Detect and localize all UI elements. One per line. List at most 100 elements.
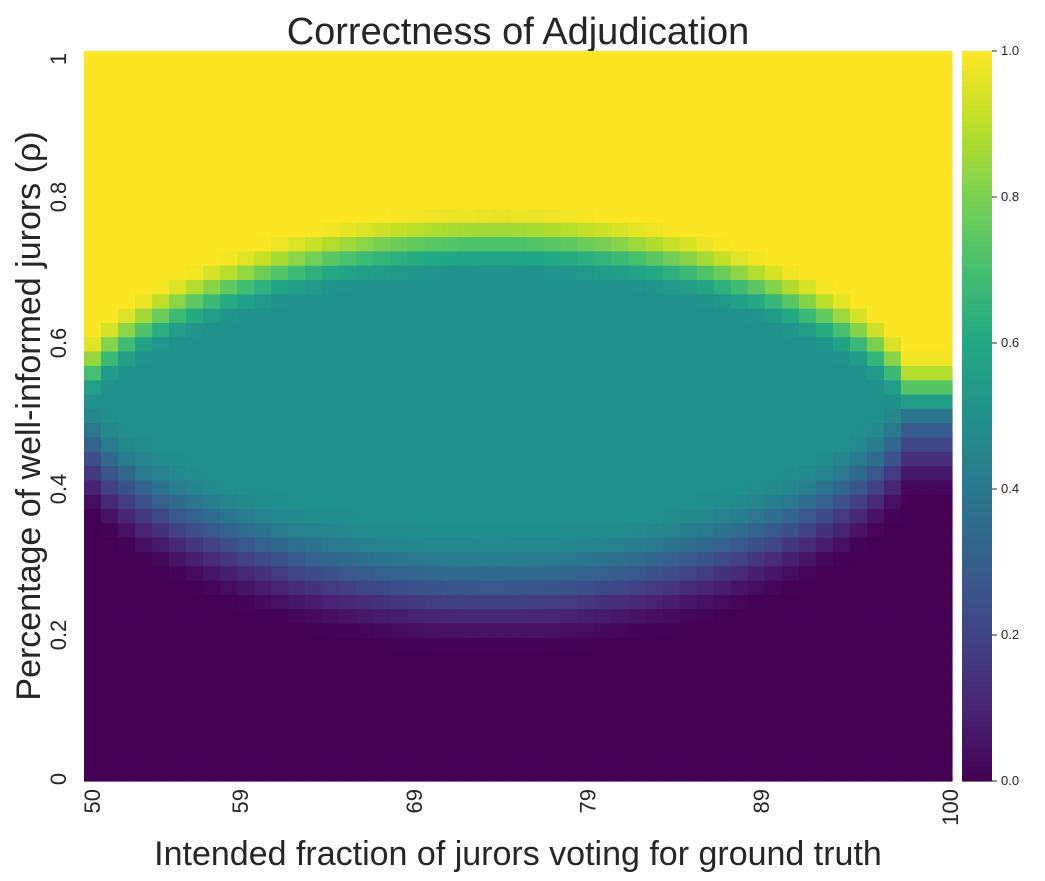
- heatmap-cell: [169, 451, 187, 467]
- heatmap-cell: [220, 280, 238, 295]
- heatmap-cell: [798, 509, 817, 524]
- heatmap-cell: [747, 179, 766, 195]
- heatmap-cell: [118, 65, 136, 81]
- heatmap-cell: [322, 466, 340, 482]
- heatmap-cell: [747, 265, 766, 281]
- heatmap-cell: [322, 709, 340, 725]
- colorbar-segment: [962, 286, 992, 292]
- heatmap-cell: [866, 351, 885, 367]
- heatmap-cell: [101, 51, 119, 66]
- heatmap-cell: [883, 165, 902, 181]
- colorbar-segment: [962, 481, 992, 487]
- heatmap-cell: [441, 523, 460, 539]
- heatmap-cell: [543, 709, 562, 725]
- heatmap-cell: [322, 766, 340, 782]
- heatmap-cell: [84, 738, 102, 753]
- heatmap-cell: [679, 79, 698, 95]
- x-tick-label: 69: [402, 789, 427, 813]
- heatmap-cell: [424, 494, 443, 510]
- heatmap-cell: [611, 509, 630, 524]
- heatmap-cell: [713, 623, 732, 639]
- heatmap-cell: [815, 609, 834, 625]
- heatmap-cell: [577, 451, 596, 467]
- heatmap-cell: [577, 637, 596, 653]
- heatmap-cell: [458, 408, 477, 424]
- heatmap-cell: [764, 251, 783, 267]
- heatmap-cell: [186, 108, 204, 124]
- heatmap-cell: [798, 136, 817, 152]
- heatmap-cell: [356, 151, 374, 167]
- heatmap-cell: [254, 695, 272, 711]
- heatmap-cell: [135, 609, 153, 625]
- heatmap-cell: [373, 108, 391, 124]
- heatmap-cell: [475, 509, 494, 524]
- heatmap-cell: [271, 308, 289, 324]
- heatmap-cell: [900, 208, 919, 224]
- heatmap-cell: [679, 265, 698, 281]
- heatmap-cell: [543, 423, 562, 439]
- colorbar-segment: [962, 761, 992, 767]
- heatmap-cell: [611, 437, 630, 453]
- heatmap-cell: [152, 695, 170, 711]
- heatmap-cell: [424, 365, 443, 381]
- heatmap-cell: [645, 265, 664, 281]
- heatmap-cell: [356, 265, 374, 281]
- heatmap-cell: [84, 122, 102, 138]
- heatmap-cell: [458, 437, 477, 453]
- heatmap-cell: [152, 294, 170, 310]
- heatmap-cell: [339, 680, 357, 696]
- heatmap-cell: [509, 194, 528, 210]
- heatmap-cell: [458, 752, 477, 768]
- colorbar-segment: [962, 326, 992, 332]
- heatmap-cell: [917, 93, 936, 109]
- heatmap-cell: [373, 179, 391, 195]
- heatmap-cell: [135, 308, 153, 324]
- heatmap-cell: [407, 523, 425, 539]
- heatmap-cell: [662, 322, 681, 338]
- heatmap-cell: [815, 179, 834, 195]
- heatmap-cell: [917, 437, 936, 453]
- heatmap-cell: [730, 365, 749, 381]
- heatmap-cell: [220, 466, 238, 482]
- heatmap-cell: [917, 637, 936, 653]
- heatmap-cell: [220, 408, 238, 424]
- heatmap-cell: [900, 738, 919, 753]
- heatmap-cell: [934, 79, 953, 95]
- heatmap-cell: [118, 652, 136, 668]
- heatmap-cell: [322, 122, 340, 138]
- heatmap-cell: [764, 179, 783, 195]
- heatmap-cell: [322, 79, 340, 95]
- heatmap-cell: [679, 451, 698, 467]
- heatmap-cell: [390, 365, 408, 381]
- heatmap-cell: [271, 122, 289, 138]
- heatmap-cell: [509, 652, 528, 668]
- heatmap-cell: [322, 265, 340, 281]
- heatmap-cell: [152, 666, 170, 682]
- heatmap-cell: [798, 437, 817, 453]
- heatmap-cell: [577, 179, 596, 195]
- heatmap-cell: [866, 51, 885, 66]
- heatmap-cell: [84, 308, 102, 324]
- heatmap-cell: [679, 480, 698, 496]
- heatmap-cell: [407, 380, 425, 396]
- heatmap-cell: [815, 208, 834, 224]
- colorbar-segment: [962, 266, 992, 272]
- heatmap-cell: [339, 194, 357, 210]
- heatmap-cell: [645, 723, 664, 739]
- heatmap-cell: [220, 594, 238, 610]
- heatmap-cell: [917, 265, 936, 281]
- heatmap-cell: [424, 280, 443, 295]
- heatmap-cell: [832, 222, 851, 238]
- heatmap-cell: [152, 208, 170, 224]
- heatmap-cell: [662, 365, 681, 381]
- heatmap-cell: [475, 480, 494, 496]
- heatmap-cell: [356, 408, 374, 424]
- heatmap-cell: [781, 594, 800, 610]
- heatmap-cell: [288, 637, 306, 653]
- colorbar-segment: [962, 291, 992, 297]
- heatmap-cell: [645, 351, 664, 367]
- colorbar-segment: [962, 686, 992, 692]
- heatmap-cell: [305, 551, 323, 567]
- heatmap-cell: [322, 351, 340, 367]
- heatmap-cell: [118, 451, 136, 467]
